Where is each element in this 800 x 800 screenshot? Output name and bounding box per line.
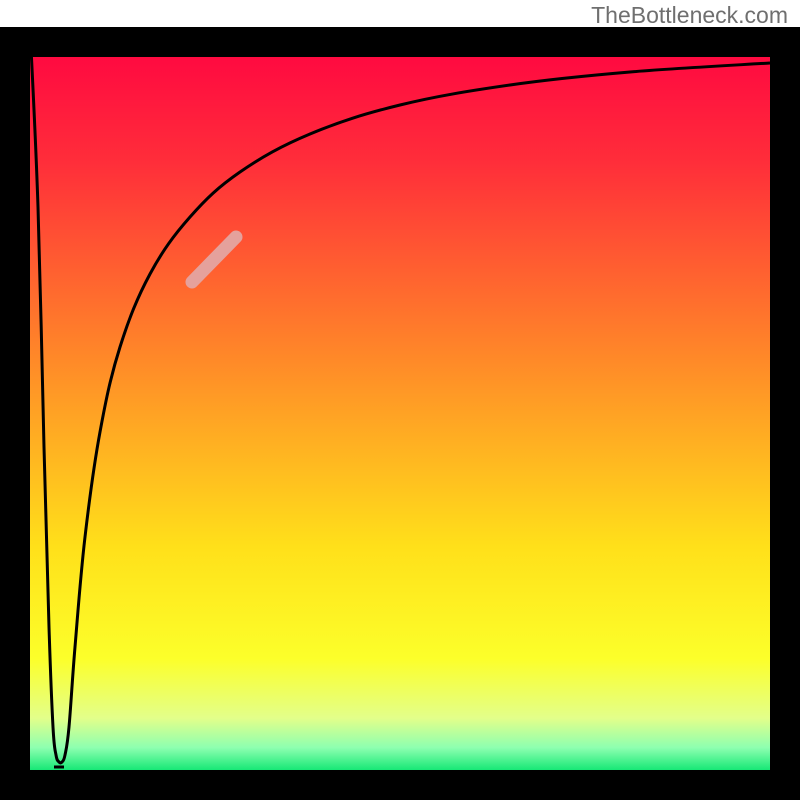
bottleneck-chart <box>0 27 800 800</box>
watermark-text: TheBottleneck.com <box>591 2 788 29</box>
plot-background <box>30 27 770 770</box>
